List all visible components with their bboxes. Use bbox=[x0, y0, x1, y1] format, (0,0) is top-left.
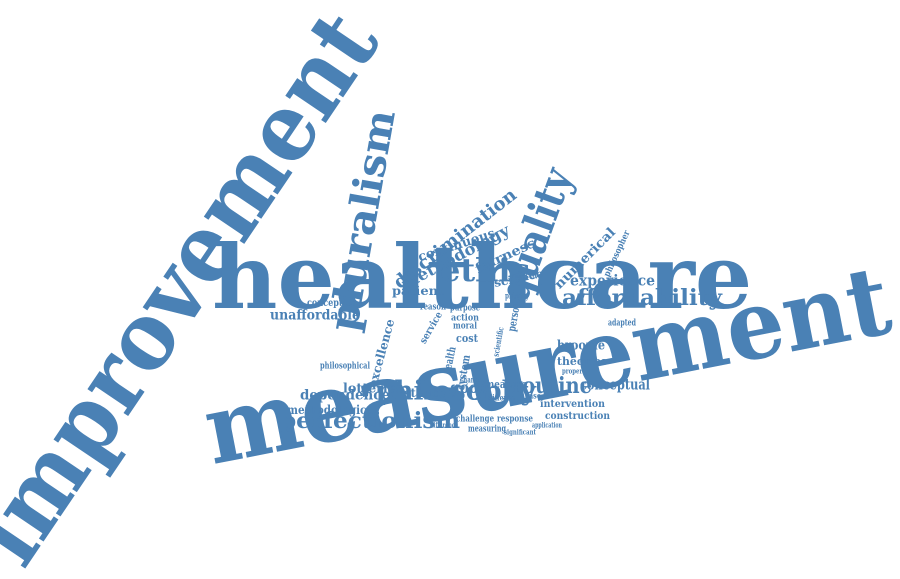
word-case: case bbox=[525, 390, 542, 401]
word-good: good bbox=[450, 377, 488, 397]
word-conceptual: conceptual bbox=[580, 375, 650, 394]
word-response: response bbox=[497, 414, 534, 425]
word-property: property bbox=[562, 366, 589, 376]
word-philosophy: philosophy bbox=[376, 376, 536, 407]
word-intervention: intervention bbox=[540, 398, 605, 410]
word-methodological: methodological bbox=[287, 403, 377, 418]
word-construction: construction bbox=[545, 410, 610, 422]
word-measure: measure bbox=[485, 378, 527, 391]
word-unaffordable: unaffordable bbox=[270, 307, 360, 324]
word-conception: conception bbox=[307, 297, 357, 309]
word-lotteries: lotteries bbox=[343, 381, 403, 397]
word-theories: theories bbox=[557, 355, 607, 368]
word-measuring: measuring bbox=[468, 424, 507, 435]
word-philosophical: philosophical bbox=[320, 361, 370, 372]
word-perfectionism: perfectionism bbox=[280, 408, 460, 434]
word-experience: experience bbox=[570, 271, 656, 290]
word-broome: broome bbox=[557, 338, 606, 354]
word-routine: routine bbox=[512, 373, 592, 399]
word-change: change bbox=[460, 374, 483, 385]
word-stance: stance bbox=[404, 386, 446, 401]
word-affordability: affordability bbox=[562, 285, 722, 311]
word-purpose: purpose bbox=[450, 303, 481, 314]
word-action: action bbox=[451, 313, 480, 324]
word-ethic: ethic bbox=[440, 250, 530, 289]
word-reason: reason bbox=[420, 302, 446, 313]
word-challenge: challenge bbox=[456, 414, 495, 425]
word-moral: moral bbox=[453, 321, 478, 332]
word-effective: effective bbox=[512, 270, 543, 281]
word-application: application bbox=[532, 420, 562, 430]
word-different: different bbox=[488, 392, 518, 403]
word-healthcare: healthcare bbox=[212, 224, 753, 329]
word-adapted: adapted bbox=[608, 318, 636, 329]
word-dependence: dependence bbox=[300, 387, 391, 404]
word-priority: priority bbox=[505, 290, 529, 301]
word-cost: cost bbox=[456, 332, 478, 345]
word-significant: significant bbox=[504, 427, 537, 437]
word-difference: difference bbox=[430, 420, 458, 430]
word-patient: patient bbox=[392, 284, 444, 299]
